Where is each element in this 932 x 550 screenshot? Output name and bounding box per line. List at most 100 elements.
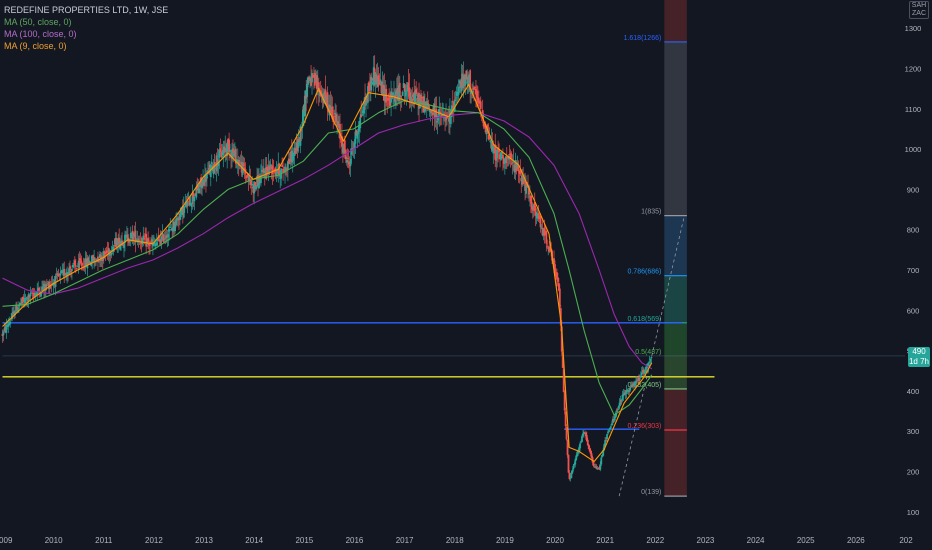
candle-body bbox=[483, 126, 486, 128]
candle-body bbox=[17, 307, 19, 312]
candle-body bbox=[418, 93, 420, 109]
candle-body bbox=[33, 292, 36, 297]
candle-body bbox=[361, 114, 364, 116]
candle-body bbox=[592, 461, 595, 466]
candle-body bbox=[338, 126, 340, 128]
candle-body bbox=[161, 232, 164, 236]
candle-body bbox=[640, 372, 643, 376]
candle-body bbox=[400, 98, 403, 99]
x-tick-label: 2021 bbox=[596, 536, 614, 545]
candle-body bbox=[189, 203, 192, 206]
candle-body bbox=[2, 331, 5, 336]
candle-body bbox=[583, 432, 586, 434]
candle-body bbox=[103, 253, 106, 255]
candle-body bbox=[513, 164, 516, 173]
candle-body bbox=[329, 105, 332, 113]
candle-body bbox=[206, 173, 208, 179]
candle-body bbox=[220, 151, 223, 158]
candle-body bbox=[507, 156, 510, 160]
currency-bottom: ZAC bbox=[912, 10, 926, 17]
candle-body bbox=[104, 251, 107, 254]
candle-body bbox=[448, 118, 450, 122]
candle-body bbox=[59, 272, 62, 276]
candle-body bbox=[227, 138, 230, 144]
candle-body bbox=[621, 394, 624, 400]
candle-body bbox=[558, 288, 561, 307]
candle-body bbox=[649, 358, 652, 361]
x-tick-label: 2024 bbox=[747, 536, 765, 545]
chart-legend: REDEFINE PROPERTIES LTD, 1W, JSE MA (50,… bbox=[4, 4, 168, 52]
candle-body bbox=[648, 361, 651, 364]
candle-body bbox=[476, 97, 479, 103]
candle-body bbox=[469, 70, 472, 91]
candle-body bbox=[218, 150, 221, 158]
candle-body bbox=[255, 185, 257, 190]
candle-body bbox=[268, 166, 271, 171]
candle-body bbox=[107, 247, 110, 255]
candle-body bbox=[341, 144, 344, 153]
candle-body bbox=[569, 478, 572, 479]
candle-body bbox=[99, 255, 102, 261]
candle-body bbox=[226, 142, 229, 156]
candle-body bbox=[312, 75, 314, 78]
candle-body bbox=[616, 409, 619, 411]
currency-selector[interactable]: SAH ZAC bbox=[909, 1, 929, 19]
candle-body bbox=[3, 328, 6, 331]
candle-body bbox=[98, 260, 100, 262]
candle-body bbox=[584, 432, 587, 437]
candle-body bbox=[465, 70, 468, 80]
candle-body bbox=[164, 237, 167, 239]
candle-body bbox=[291, 152, 294, 161]
candle-body bbox=[40, 292, 42, 297]
candle-body bbox=[347, 161, 350, 165]
candle-body bbox=[557, 283, 560, 291]
candle-body bbox=[311, 73, 313, 83]
candle-body bbox=[89, 262, 92, 264]
candle-body bbox=[540, 227, 543, 229]
candle-body bbox=[114, 239, 117, 245]
candle-body bbox=[454, 97, 457, 99]
candle-body bbox=[176, 218, 178, 221]
candle-body bbox=[587, 444, 590, 449]
candle-body bbox=[346, 158, 349, 159]
candle-body bbox=[370, 77, 373, 81]
candle-body bbox=[91, 255, 94, 263]
candle-body bbox=[230, 153, 232, 157]
candle-body bbox=[239, 161, 242, 163]
candle-body bbox=[148, 243, 150, 246]
candle-body bbox=[10, 318, 13, 320]
candle-body bbox=[205, 176, 207, 182]
candle-body bbox=[87, 257, 90, 265]
ma50-line bbox=[2, 100, 653, 416]
candle-body bbox=[610, 423, 613, 426]
candle-body bbox=[383, 85, 386, 101]
candle-body bbox=[19, 302, 22, 304]
candle-body bbox=[133, 232, 136, 237]
candle-body bbox=[179, 213, 181, 220]
candle-body bbox=[430, 109, 433, 113]
fib-zone-top bbox=[664, 0, 687, 42]
candle-body bbox=[624, 392, 627, 395]
candle-body bbox=[498, 148, 500, 153]
candle-body bbox=[32, 293, 35, 294]
candle-body bbox=[225, 148, 228, 153]
candle-body bbox=[252, 186, 255, 193]
candle-body bbox=[199, 180, 202, 188]
candle-body bbox=[499, 154, 501, 159]
candle-body bbox=[578, 447, 580, 452]
fib-zone-0.786 bbox=[664, 215, 687, 276]
candle-body bbox=[357, 131, 360, 135]
candle-body bbox=[47, 281, 50, 289]
candle-body bbox=[642, 369, 645, 374]
ma100-line bbox=[2, 112, 653, 370]
candle-body bbox=[408, 87, 411, 97]
candle-body bbox=[600, 457, 603, 465]
candle-body bbox=[571, 470, 574, 474]
candle-body bbox=[466, 81, 469, 84]
candle-body bbox=[154, 243, 157, 247]
fib-zone-0.382 bbox=[664, 355, 687, 389]
candle-body bbox=[355, 129, 358, 136]
candle-body bbox=[23, 297, 26, 304]
candle-body bbox=[7, 324, 10, 327]
